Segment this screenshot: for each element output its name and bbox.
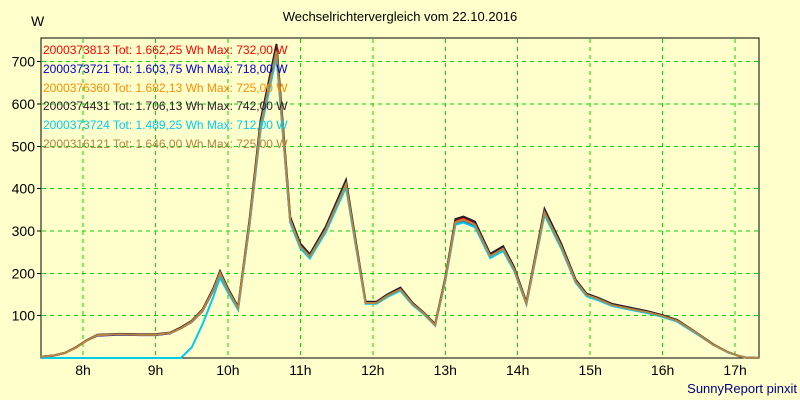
chart-title: Wechselrichtervergleich vom 22.10.2016 — [282, 9, 518, 24]
y-tick-label: 500 — [12, 138, 36, 154]
legend: 2000373813 Tot: 1.662,25 Wh Max: 732,00 … — [43, 41, 288, 154]
x-tick-label: 8h — [75, 362, 91, 378]
x-tick-label: 9h — [148, 362, 164, 378]
y-tick-label: 600 — [12, 96, 36, 112]
legend-item-2000373813: 2000373813 Tot: 1.662,25 Wh Max: 732,00 … — [43, 43, 288, 57]
x-tick-label: 12h — [361, 362, 384, 378]
legend-item-2000373721: 2000373721 Tot: 1.603,75 Wh Max: 718,00 … — [43, 61, 288, 76]
x-tick-label: 16h — [651, 362, 674, 378]
y-tick-label: 700 — [12, 54, 36, 70]
x-tick-label: 11h — [289, 362, 311, 378]
x-tick-label: 10h — [216, 362, 239, 378]
y-tick-label: 300 — [12, 223, 36, 239]
x-tick-label: 14h — [506, 362, 529, 378]
y-tick-label: 400 — [12, 181, 36, 197]
y-tick-label: 200 — [12, 265, 36, 281]
legend-item-2000376360: 2000376360 Tot: 1.682,13 Wh Max: 725,00 … — [43, 80, 288, 95]
legend-item-2000374431: 2000374431 Tot: 1.706,13 Wh Max: 742,00 … — [43, 99, 288, 114]
y-tick-label: 100 — [12, 308, 36, 324]
x-tick-label: 15h — [579, 362, 602, 378]
legend-item-2000316121: 2000316121 Tot: 1.646,00 Wh Max: 725,00 … — [43, 136, 288, 151]
plot-border — [40, 37, 760, 359]
watermark-text: SunnyReport pinxit — [687, 381, 797, 396]
series-line-2000316121 — [40, 50, 760, 359]
legend-item-2000373724: 2000373724 Tot: 1.489,25 Wh Max: 712,00 … — [43, 118, 288, 133]
x-tick-label: 17h — [723, 362, 746, 378]
y-axis-unit-label: W — [31, 13, 45, 29]
x-tick-label: 13h — [434, 362, 457, 378]
